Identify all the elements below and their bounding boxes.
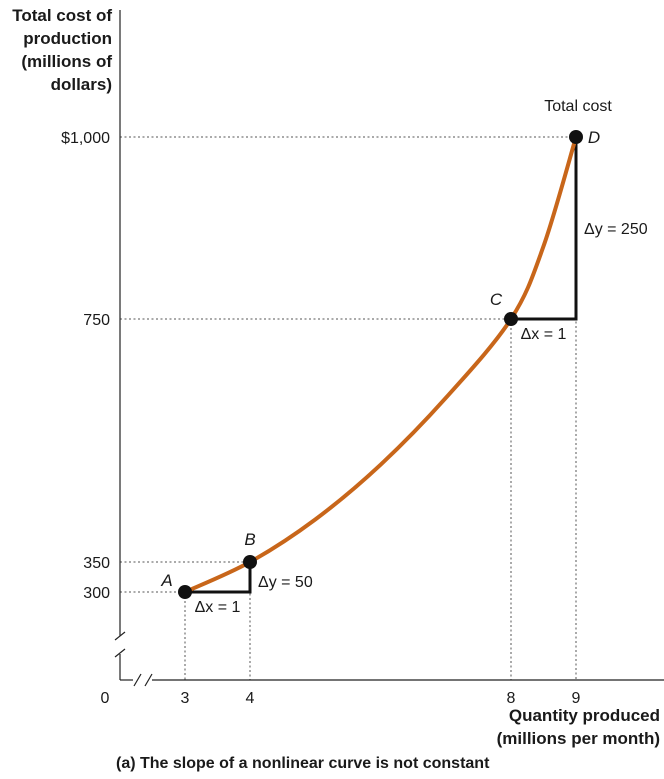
data-point bbox=[504, 312, 518, 326]
y-tick-label: $1,000 bbox=[61, 130, 110, 147]
axes bbox=[114, 10, 664, 687]
x-tick-label: 3 bbox=[181, 690, 190, 707]
y-tick-label: 350 bbox=[83, 555, 110, 572]
point-label: D bbox=[588, 128, 600, 147]
data-point bbox=[243, 555, 257, 569]
points-layer bbox=[178, 130, 583, 599]
y-axis-title-line: production bbox=[23, 29, 112, 48]
x-axis-title-line: Quantity produced bbox=[508, 706, 660, 725]
data-point bbox=[569, 130, 583, 144]
x-tick-label: 4 bbox=[246, 690, 255, 707]
reference-lines bbox=[120, 136, 577, 680]
y-axis-title-line: Total cost of bbox=[12, 6, 112, 25]
y-axis-break-mark bbox=[114, 631, 126, 641]
delta-x-label: Δx = 1 bbox=[195, 599, 241, 616]
y-axis-title-line: (millions of bbox=[21, 52, 112, 71]
x-axis-title: Quantity produced (millions per month) bbox=[497, 704, 660, 750]
chart-caption: (a) The slope of a nonlinear curve is no… bbox=[116, 755, 490, 772]
slope-triangle bbox=[511, 137, 578, 321]
point-label: B bbox=[244, 530, 255, 549]
y-tick-label: 750 bbox=[83, 312, 110, 329]
x-axis-title-line: (millions per month) bbox=[496, 729, 660, 748]
x-tick-label: 9 bbox=[572, 690, 581, 707]
slope-triangle bbox=[185, 562, 252, 594]
delta-x-label: Δx = 1 bbox=[521, 326, 567, 343]
origin-label: 0 bbox=[101, 690, 110, 707]
slope-triangles bbox=[185, 137, 578, 594]
curve-layer bbox=[183, 135, 578, 594]
point-label: C bbox=[490, 290, 503, 309]
x-axis-break-mark bbox=[144, 673, 153, 687]
total-cost-curve bbox=[183, 135, 578, 594]
x-tick-label: 8 bbox=[507, 690, 516, 707]
y-axis-title: Total cost of production (millions of do… bbox=[0, 4, 112, 96]
delta-y-label: Δy = 250 bbox=[584, 221, 648, 238]
x-axis-break-mark bbox=[133, 673, 142, 687]
series-label: Total cost bbox=[544, 98, 612, 115]
point-label: A bbox=[160, 571, 172, 590]
data-point bbox=[178, 585, 192, 599]
y-axis-title-line: dollars) bbox=[50, 75, 112, 94]
y-axis-break-mark bbox=[114, 648, 126, 658]
y-tick-label: 300 bbox=[83, 585, 110, 602]
labels-layer: 300 350 750 $1,000 3 4 8 9 0 Δx = 1 Δy = 50 Δx = 1 Δ… bbox=[61, 98, 648, 707]
delta-y-label: Δy = 50 bbox=[258, 574, 313, 591]
